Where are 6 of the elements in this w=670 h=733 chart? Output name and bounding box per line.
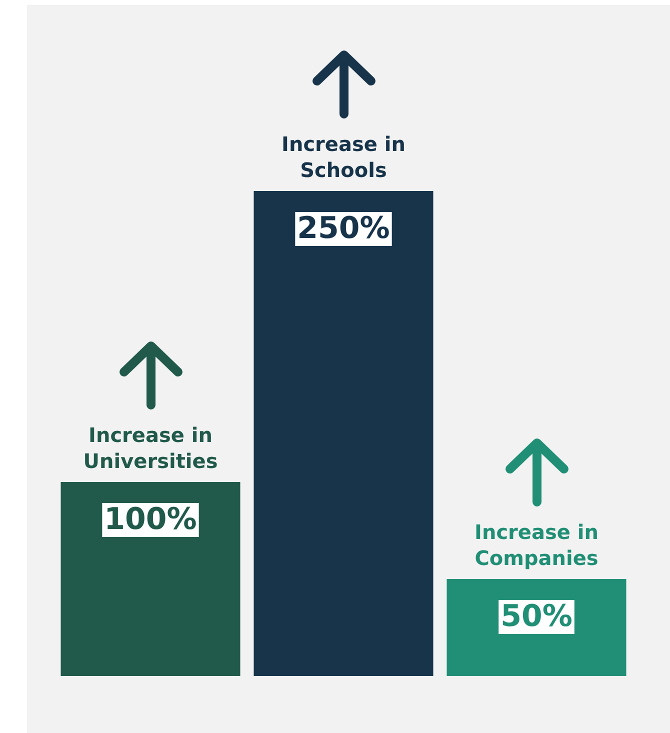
data-label: 250%: [297, 210, 390, 246]
data-label: 100%: [104, 502, 197, 537]
x-tick-label: Increase in Universities: [83, 423, 218, 473]
x-tick-label: Increase in Schools: [282, 132, 406, 182]
data-label: 50%: [500, 598, 572, 634]
x-tick-label: Increase in Companies: [474, 520, 598, 570]
